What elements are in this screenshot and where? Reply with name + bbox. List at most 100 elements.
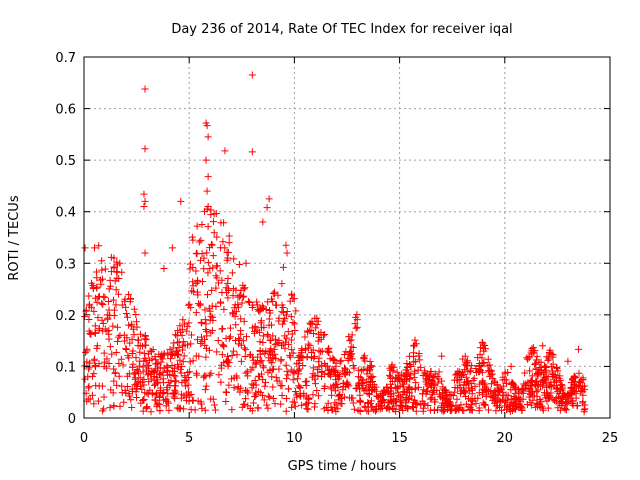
data-point (135, 362, 143, 370)
data-point (202, 156, 210, 164)
data-point (328, 391, 336, 399)
data-point (120, 398, 128, 406)
data-point (539, 406, 547, 414)
data-point (152, 360, 160, 368)
data-point (348, 331, 356, 339)
data-point (524, 355, 532, 363)
data-point (321, 330, 329, 338)
data-point (156, 407, 164, 415)
data-point (470, 374, 478, 382)
data-point (260, 364, 268, 372)
data-point (156, 392, 164, 400)
data-point (110, 402, 118, 410)
data-point (85, 292, 93, 300)
data-point (223, 256, 231, 264)
data-point (128, 350, 136, 358)
data-point (218, 341, 226, 349)
data-point (454, 404, 462, 412)
data-point (176, 356, 184, 364)
data-point (253, 298, 261, 306)
data-point (95, 360, 103, 368)
data-point (293, 375, 301, 383)
data-point (207, 312, 215, 320)
data-point (307, 326, 315, 334)
data-point (512, 403, 520, 411)
data-point (188, 287, 196, 295)
data-point (480, 386, 488, 394)
data-point (248, 303, 256, 311)
data-point (550, 382, 558, 390)
data-point (109, 296, 117, 304)
data-point (282, 407, 290, 415)
data-point (93, 298, 101, 306)
data-point (544, 356, 552, 364)
data-point (195, 352, 203, 360)
data-point (183, 327, 191, 335)
data-point (255, 328, 263, 336)
data-point (441, 393, 449, 401)
data-point (289, 349, 297, 357)
data-point (403, 388, 411, 396)
data-point (230, 384, 238, 392)
x-tick-label: 5 (185, 431, 193, 446)
data-point (192, 309, 200, 317)
data-point (214, 337, 222, 345)
data-point (140, 349, 148, 357)
data-point (564, 357, 572, 365)
data-point (129, 325, 137, 333)
data-point (268, 373, 276, 381)
data-point (525, 354, 533, 362)
data-point (269, 383, 277, 391)
data-point (528, 388, 536, 396)
data-point (236, 293, 244, 301)
data-point (410, 349, 418, 357)
data-point (280, 309, 288, 317)
data-point (204, 291, 212, 299)
data-point (349, 399, 357, 407)
data-point (160, 264, 168, 272)
data-point (263, 401, 271, 409)
data-point (203, 187, 211, 195)
data-point (304, 405, 312, 413)
data-point (431, 382, 439, 390)
data-point (479, 399, 487, 407)
data-point (148, 389, 156, 397)
data-point (329, 366, 337, 374)
data-point (116, 402, 124, 410)
data-point (225, 232, 233, 240)
data-point (539, 342, 547, 350)
data-point (563, 399, 571, 407)
data-point (297, 354, 305, 362)
data-point (172, 377, 180, 385)
data-points (81, 71, 589, 416)
data-point (239, 337, 247, 345)
data-point (198, 338, 206, 346)
data-point (206, 371, 214, 379)
data-point (377, 394, 385, 402)
data-point (422, 378, 430, 386)
data-point (398, 397, 406, 405)
data-point (122, 345, 130, 353)
data-point (354, 380, 362, 388)
data-point (554, 404, 562, 412)
data-point (437, 402, 445, 410)
data-point (201, 207, 209, 215)
data-point (163, 368, 171, 376)
data-point (165, 378, 173, 386)
data-point (261, 378, 269, 386)
data-point (244, 372, 252, 380)
data-point (292, 388, 300, 395)
data-point (296, 365, 304, 373)
data-point (453, 395, 461, 403)
data-point (251, 322, 259, 330)
data-point (556, 372, 564, 380)
data-point (364, 389, 372, 397)
data-point (260, 396, 268, 404)
data-point (134, 367, 142, 375)
data-point (98, 382, 106, 390)
data-point (285, 385, 293, 393)
data-point (126, 298, 134, 306)
data-point (254, 305, 262, 313)
data-point (213, 233, 221, 241)
data-point (324, 406, 332, 414)
